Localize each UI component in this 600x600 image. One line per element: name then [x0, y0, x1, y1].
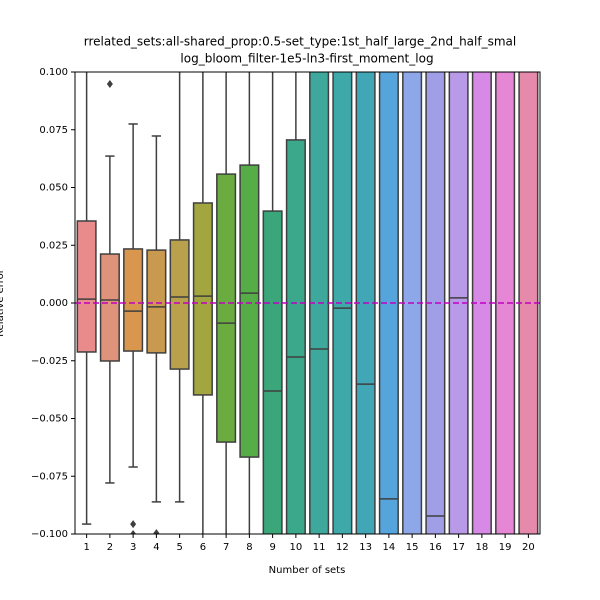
chart-subtitle: log_bloom_filter-1e5-ln3-first_moment_lo…	[180, 52, 433, 66]
y-tick-label: 0.000	[39, 298, 68, 309]
x-tick-label: 10	[290, 542, 303, 553]
x-tick-label: 11	[313, 542, 326, 553]
box	[239, 164, 260, 458]
box	[216, 173, 237, 443]
y-tick-label: 0.075	[39, 125, 68, 136]
x-tick-label: 20	[522, 542, 535, 553]
box	[99, 253, 120, 362]
y-tick-label: −0.025	[31, 356, 68, 367]
box	[169, 239, 190, 370]
x-tick-label: 6	[200, 542, 206, 553]
x-tick-label: 17	[452, 542, 465, 553]
x-tick-label: 3	[130, 542, 136, 553]
box	[192, 202, 213, 396]
x-tick-label: 2	[107, 542, 113, 553]
box	[378, 72, 399, 534]
box	[76, 220, 97, 353]
x-tick-label: 12	[336, 542, 349, 553]
box	[285, 139, 306, 534]
box	[146, 249, 167, 354]
y-tick-label: −0.050	[31, 414, 68, 425]
outlier	[106, 80, 113, 89]
outlier	[130, 530, 137, 534]
x-tick-label: 13	[359, 542, 372, 553]
y-tick-label: −0.100	[31, 529, 68, 540]
chart-title: rrelated_sets:all-shared_prop:0.5-set_ty…	[84, 35, 516, 49]
axes-frame	[74, 71, 541, 535]
x-tick-label: 8	[246, 542, 252, 553]
x-tick-label: 15	[406, 542, 419, 553]
x-tick-label: 7	[223, 542, 229, 553]
y-tick-label: −0.075	[31, 471, 68, 482]
box	[123, 248, 144, 352]
x-tick-label: 19	[499, 542, 512, 553]
y-tick-label: 0.050	[39, 183, 68, 194]
x-tick-label: 5	[176, 542, 182, 553]
box	[332, 72, 353, 534]
box	[495, 72, 516, 534]
plot-area	[75, 72, 540, 534]
x-tick-label: 1	[83, 542, 89, 553]
box	[262, 210, 283, 534]
x-tick-label: 14	[383, 542, 396, 553]
y-tick-label: 0.025	[39, 240, 68, 251]
y-axis-label: Relative error	[0, 268, 6, 337]
y-tick-label: 0.100	[39, 67, 68, 78]
x-axis-label: Number of sets	[269, 565, 346, 576]
x-tick-label: 4	[153, 542, 159, 553]
outlier	[153, 529, 160, 534]
x-tick-label: 9	[269, 542, 275, 553]
x-tick-label: 16	[429, 542, 442, 553]
outlier	[130, 520, 137, 529]
x-tick-label: 18	[476, 542, 489, 553]
